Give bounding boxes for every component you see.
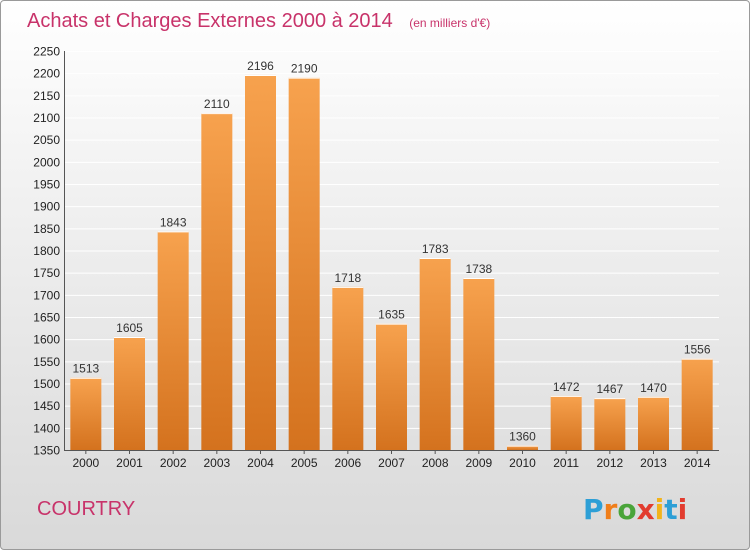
x-tick-label: 2012 xyxy=(596,456,623,470)
x-tick-label: 2007 xyxy=(378,456,405,470)
bar xyxy=(638,396,669,450)
y-tick-label: 1800 xyxy=(33,244,60,258)
y-tick-label: 2250 xyxy=(33,45,60,59)
bar xyxy=(376,323,407,450)
bar xyxy=(463,277,495,450)
x-tick-label: 2002 xyxy=(160,456,187,470)
data-label: 1360 xyxy=(509,430,536,444)
chart-title: Achats et Charges Externes 2000 à 2014 (… xyxy=(27,10,490,32)
x-tick-label: 2014 xyxy=(684,456,711,470)
x-tick-label: 2004 xyxy=(247,456,274,470)
y-tick-label: 2000 xyxy=(33,155,60,169)
bar xyxy=(245,74,276,450)
logo-letter: x xyxy=(637,493,655,526)
y-tick-label: 1950 xyxy=(33,178,60,192)
data-label: 1605 xyxy=(116,321,143,335)
bar xyxy=(332,286,364,450)
bar xyxy=(157,231,189,450)
y-tick-label: 1550 xyxy=(33,355,60,369)
data-label: 1472 xyxy=(553,380,580,394)
data-label: 1843 xyxy=(160,215,187,229)
x-tick-label: 2001 xyxy=(116,456,143,470)
chart-title-unit: (en milliers d'€) xyxy=(409,16,490,30)
data-label: 1635 xyxy=(378,308,405,322)
data-label: 2196 xyxy=(247,59,274,73)
logo-letter: i xyxy=(678,493,688,526)
data-label: 2110 xyxy=(204,97,230,111)
y-tick-label: 1650 xyxy=(33,311,60,325)
y-tick-label: 1850 xyxy=(33,222,60,236)
y-tick-label: 1750 xyxy=(33,266,60,280)
bar xyxy=(507,445,538,450)
data-label: 1738 xyxy=(465,262,492,276)
bar xyxy=(681,358,713,450)
bars: 1513 1605 1843 2110 2196 2190 1718 1635 1783 1738… xyxy=(70,59,713,451)
logo-letter: t xyxy=(664,493,677,526)
y-tick-label: 1900 xyxy=(33,200,60,214)
x-tick-label: 2011 xyxy=(553,456,579,470)
logo-letter: i xyxy=(655,493,665,526)
bar xyxy=(201,113,233,451)
chart-title-main: Achats et Charges Externes 2000 à 2014 xyxy=(27,10,393,32)
y-tick-label: 1700 xyxy=(33,288,60,302)
logo-letter: r xyxy=(604,493,618,526)
axes: 1350 1400 1450 1500 1550 1600 1650 1700 1750 1800… xyxy=(33,45,719,470)
data-label: 1783 xyxy=(422,242,449,256)
y-tick-label: 1400 xyxy=(33,421,60,435)
y-tick-label: 1450 xyxy=(33,399,60,413)
bar xyxy=(550,395,582,450)
x-tick-label: 2013 xyxy=(640,456,667,470)
bar xyxy=(114,336,145,450)
data-label: 1556 xyxy=(684,343,711,357)
x-tick-label: 2000 xyxy=(72,456,99,470)
y-tick-label: 2050 xyxy=(33,133,60,147)
x-tick-label: 2005 xyxy=(291,456,318,470)
bar xyxy=(419,258,451,450)
y-tick-label: 1350 xyxy=(33,444,60,458)
data-label: 2190 xyxy=(291,62,318,76)
data-label: 1467 xyxy=(596,382,623,396)
data-label: 1470 xyxy=(640,381,667,395)
x-tick-label: 2003 xyxy=(203,456,230,470)
y-tick-label: 2200 xyxy=(33,67,60,81)
bar xyxy=(70,377,102,450)
data-label: 1513 xyxy=(72,362,99,376)
logo-letter: o xyxy=(617,493,636,526)
y-tick-label: 2150 xyxy=(33,89,60,103)
y-tick-label: 1600 xyxy=(33,333,60,347)
bar xyxy=(288,77,320,450)
commune-name: COURTRY xyxy=(37,498,135,520)
x-tick-label: 2006 xyxy=(334,456,361,470)
x-tick-label: 2009 xyxy=(465,456,492,470)
data-label: 1718 xyxy=(334,271,361,285)
x-tick-label: 2010 xyxy=(509,456,536,470)
logo-letter: P xyxy=(583,493,604,526)
proxiti-logo: Proxiti xyxy=(583,493,687,526)
bar xyxy=(594,398,626,450)
y-tick-label: 1500 xyxy=(33,377,60,391)
x-tick-label: 2008 xyxy=(422,456,449,470)
y-tick-label: 2100 xyxy=(33,111,60,125)
